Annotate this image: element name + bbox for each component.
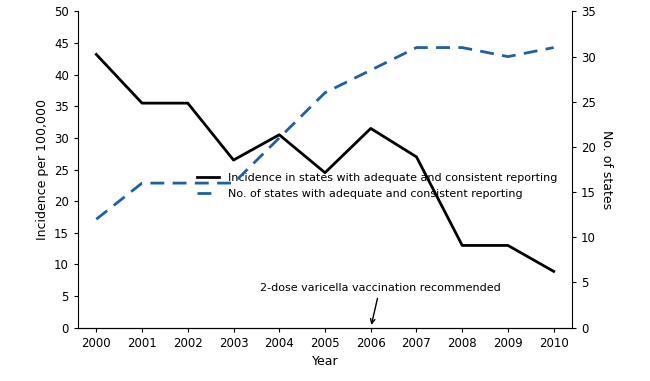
Legend: Incidence in states with adequate and consistent reporting, No. of states with a: Incidence in states with adequate and co… (192, 169, 562, 203)
Text: 2-dose varicella vaccination recommended: 2-dose varicella vaccination recommended (259, 283, 500, 323)
Y-axis label: No. of states: No. of states (599, 130, 612, 209)
Y-axis label: Incidence per 100,000: Incidence per 100,000 (36, 99, 49, 240)
X-axis label: Year: Year (312, 355, 338, 368)
